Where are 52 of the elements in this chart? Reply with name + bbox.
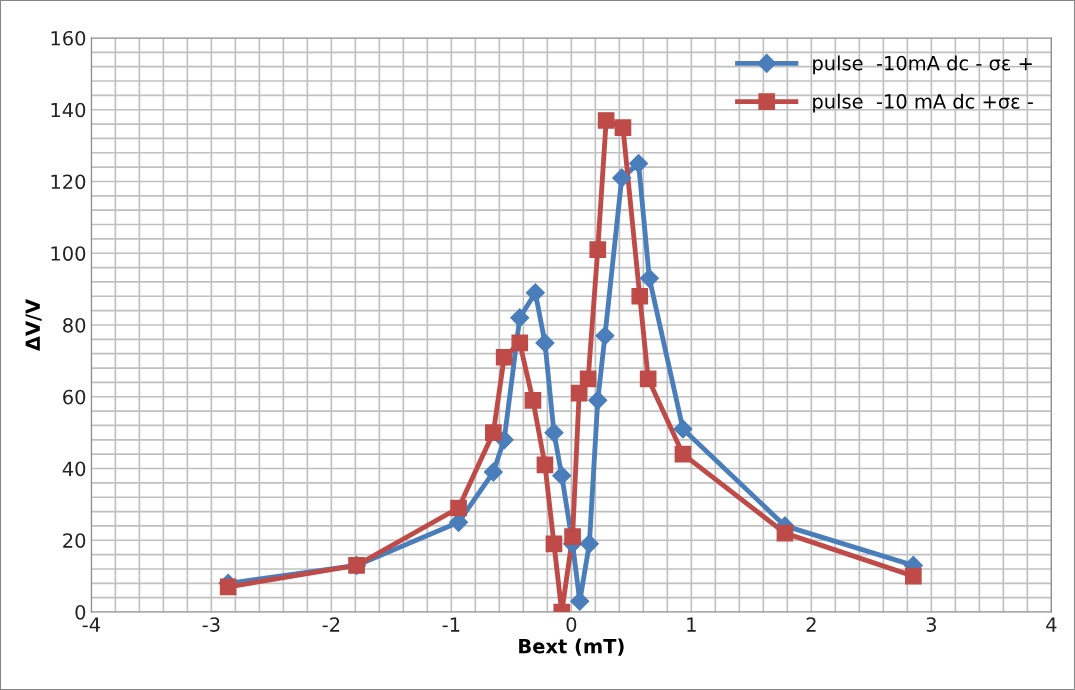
point [595, 326, 615, 346]
y-tick-label: 100 [51, 246, 86, 261]
y-tick-label: 140 [51, 102, 86, 118]
point [612, 168, 632, 188]
x-tick-label: -1 [442, 617, 460, 632]
point [535, 333, 555, 353]
point [552, 466, 572, 486]
y-tick-label: 120 [51, 174, 86, 190]
y-axis-title: ΔV/V [25, 298, 42, 352]
x-tick-label: 2 [806, 617, 816, 632]
point [570, 591, 590, 611]
point [674, 445, 692, 463]
point [495, 348, 513, 366]
y-tick-label: 20 [63, 533, 86, 548]
point [588, 390, 608, 410]
point [579, 534, 599, 554]
point [579, 370, 597, 388]
point [776, 524, 794, 542]
point [485, 424, 502, 441]
point [629, 153, 649, 174]
point [614, 119, 632, 136]
x-tick-label: -2 [322, 617, 340, 632]
point [510, 308, 530, 328]
point [483, 462, 503, 482]
point [450, 499, 467, 517]
point [639, 268, 659, 288]
point [544, 423, 564, 443]
x-axis-title: Bext (mT) [519, 638, 624, 656]
point [545, 535, 563, 553]
y-tick-label: 60 [63, 389, 86, 405]
point [525, 283, 545, 303]
point [219, 578, 237, 596]
x-tick-label: 3 [926, 617, 936, 632]
y-tick-label: 160 [51, 30, 86, 46]
point [631, 287, 649, 305]
point [589, 241, 607, 258]
y-tick-label: 80 [63, 317, 86, 333]
point [564, 528, 581, 546]
x-tick-label: 4 [1046, 617, 1057, 632]
point [511, 334, 529, 352]
x-tick-label: 0 [566, 617, 577, 632]
legend-label: pulse -10 mA dc +σε - [813, 93, 1033, 113]
point [524, 392, 542, 409]
point [639, 370, 657, 388]
x-tick-label: 1 [687, 617, 696, 632]
y-tick-label: 40 [62, 461, 86, 477]
point [673, 419, 693, 439]
legend-label: pulse -10mA dc - σε + [813, 55, 1032, 75]
point [905, 567, 922, 585]
x-tick-label: -3 [202, 617, 220, 632]
point [536, 456, 554, 474]
point [597, 112, 615, 129]
